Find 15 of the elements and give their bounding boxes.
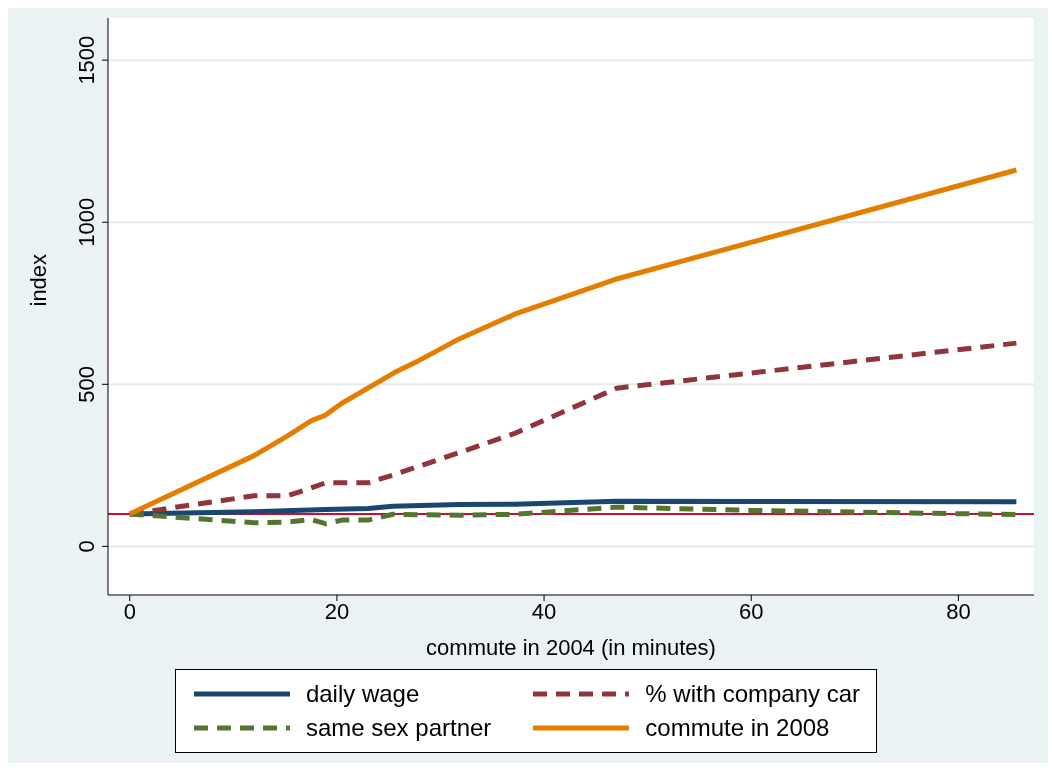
legend-label: same sex partner [305, 714, 492, 742]
x-tick-label: 80 [946, 598, 971, 624]
x-tick-label: 60 [738, 598, 764, 624]
x-tick-label: 20 [324, 598, 350, 624]
x-axis-title: commute in 2004 (in minutes) [426, 635, 716, 660]
y-tick-label: 0 [74, 540, 99, 553]
legend-label: daily wage [305, 680, 420, 708]
x-tick-label: 0 [123, 598, 136, 624]
legend-label: commute in 2008 [645, 714, 830, 742]
legend-label: % with company car [645, 680, 861, 708]
x-tick-label: 40 [531, 598, 557, 624]
y-axis-title: index [25, 253, 51, 307]
y-tick-label: 1000 [74, 197, 99, 247]
y-tick-label: 1500 [74, 35, 99, 85]
y-tick-label: 500 [74, 365, 99, 403]
